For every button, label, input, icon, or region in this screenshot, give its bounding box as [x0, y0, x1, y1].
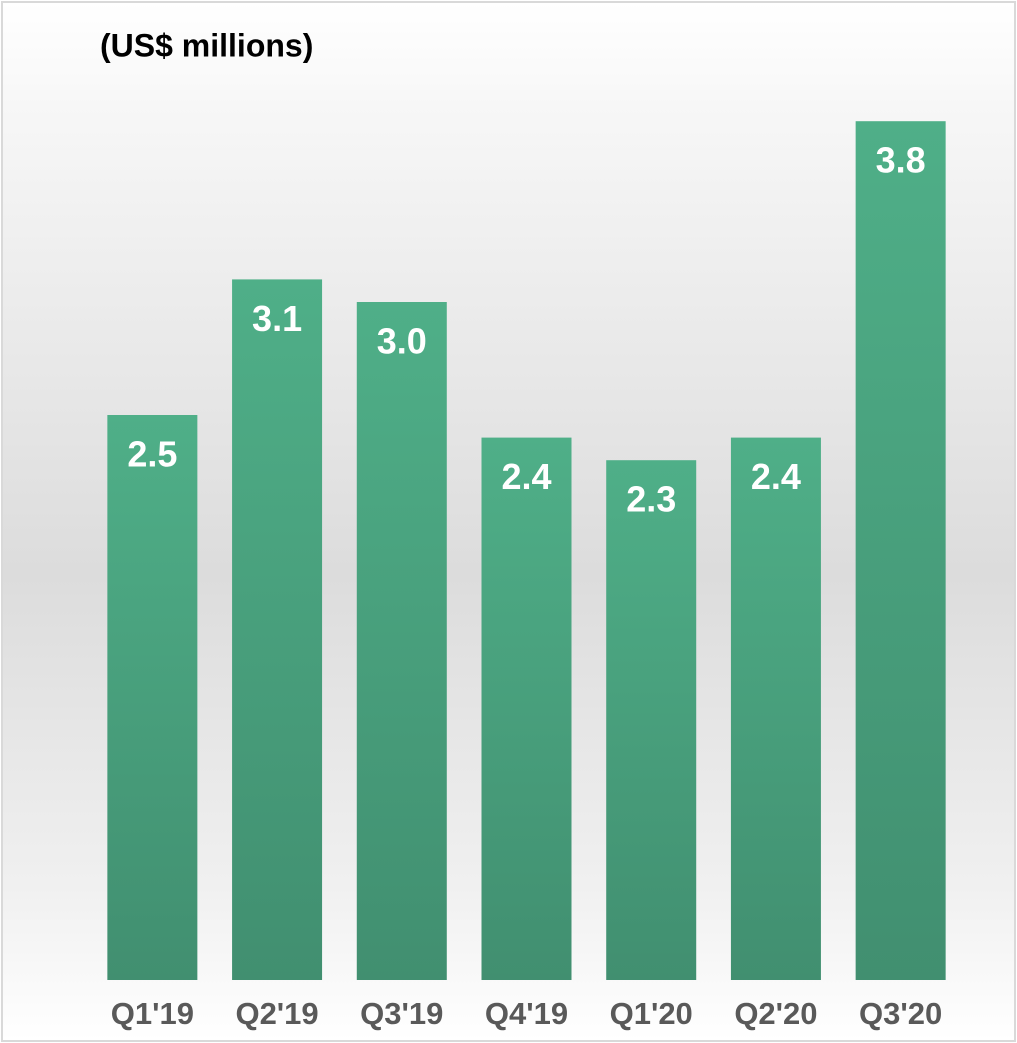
bar — [606, 460, 697, 980]
x-tick-label: Q2'20 — [734, 996, 817, 1031]
bar — [481, 437, 572, 981]
x-tick-label: Q3'19 — [360, 996, 443, 1031]
data-label: 2.3 — [626, 479, 676, 520]
data-label: 3.1 — [252, 298, 302, 339]
data-label: 2.5 — [127, 434, 177, 475]
x-tick-label: Q4'19 — [485, 996, 568, 1031]
data-label: 3.0 — [377, 321, 427, 362]
data-label: 3.8 — [876, 140, 926, 181]
x-tick-label: Q3'20 — [859, 996, 942, 1031]
bar — [356, 302, 447, 980]
data-label: 2.4 — [751, 456, 801, 497]
x-tick-label: Q1'19 — [111, 996, 194, 1031]
bar — [232, 279, 323, 980]
bar — [855, 121, 946, 980]
x-tick-label: Q2'19 — [235, 996, 318, 1031]
data-label: 2.4 — [501, 456, 551, 497]
bar — [730, 437, 821, 981]
chart-title: (US$ millions) — [100, 27, 313, 63]
x-tick-label: Q1'20 — [610, 996, 693, 1031]
bar — [107, 415, 198, 980]
